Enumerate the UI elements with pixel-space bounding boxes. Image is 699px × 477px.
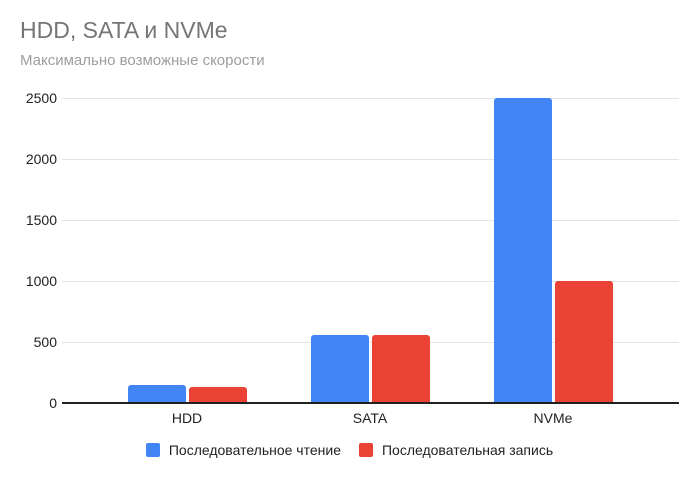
y-axis: 0 500 1000 1500 2000 2500: [0, 90, 57, 411]
y-tick-label: 2000: [25, 151, 57, 167]
legend-item-read[interactable]: Последовательное чтение: [145, 441, 341, 458]
legend-label-write: Последовательная запись: [381, 441, 554, 458]
bar-hdd-write[interactable]: [188, 387, 247, 403]
y-tick-label: 1000: [25, 273, 57, 289]
gridline: [62, 98, 679, 99]
legend-swatch-read: [145, 442, 160, 457]
gridline: [62, 281, 679, 282]
bar-nvme-read[interactable]: [493, 98, 552, 403]
x-axis-label-sata: SATA: [352, 410, 388, 426]
x-axis-label-hdd: HDD: [171, 410, 203, 426]
y-tick-label: 1500: [25, 212, 57, 228]
gridline: [62, 159, 679, 160]
bar-hdd-read[interactable]: [127, 384, 186, 403]
chart-header: HDD, SATA и NVMe Максимально возможные с…: [20, 17, 265, 70]
bar-sata-read[interactable]: [310, 334, 369, 403]
y-tick-label: 0: [49, 395, 57, 411]
chart-subtitle: Максимально возможные скорости: [20, 51, 265, 69]
y-tick-label: 500: [33, 334, 57, 350]
legend-label-read: Последовательное чтение: [168, 441, 341, 458]
chart-title: HDD, SATA и NVMe: [20, 17, 228, 43]
plot-area: [62, 98, 679, 404]
gridline: [62, 342, 679, 343]
y-tick-label: 2500: [25, 90, 57, 106]
gridline: [62, 220, 679, 221]
legend-swatch-write: [358, 442, 373, 457]
bar-sata-write[interactable]: [371, 334, 430, 403]
x-axis: HDD SATA NVMe: [62, 410, 679, 428]
x-axis-label-nvme: NVMe: [533, 410, 573, 426]
legend: Последовательное чтение Последовательная …: [0, 441, 699, 458]
x-axis-baseline: [62, 402, 679, 404]
bar-nvme-write[interactable]: [554, 281, 613, 403]
legend-item-write[interactable]: Последовательная запись: [358, 441, 554, 458]
